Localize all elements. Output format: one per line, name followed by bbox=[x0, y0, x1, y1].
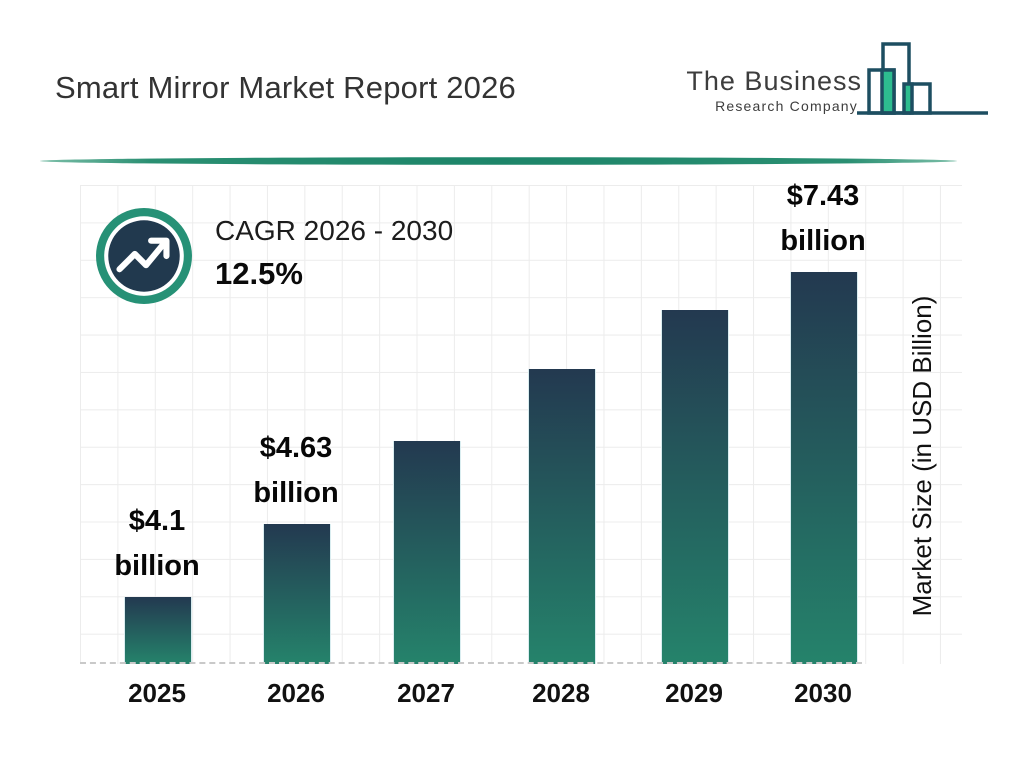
logo-company-subtitle: Research Company bbox=[715, 98, 858, 114]
x-axis-labels: 2025 2026 2027 2028 2029 2030 bbox=[80, 663, 962, 713]
x-tick-label-2028: 2028 bbox=[532, 678, 590, 708]
bar-value-label-2025: $4.1 billion bbox=[114, 505, 200, 582]
cagr-value: 12.5% bbox=[215, 256, 303, 291]
x-axis-baseline bbox=[80, 662, 862, 664]
company-logo: The Business Research Company bbox=[686, 38, 990, 130]
bar-value-label-2030: $7.43 billion bbox=[780, 180, 866, 257]
divider-line bbox=[40, 157, 957, 165]
bars-layer: $4.1 billion $4.63 billion $7.43 billion bbox=[80, 180, 962, 664]
bar-value-label-2026: $4.63 billion bbox=[253, 432, 339, 509]
cagr-label: CAGR 2026 - 2030 bbox=[215, 215, 454, 246]
logo-company-name: The Business bbox=[686, 66, 862, 96]
cagr-texts: CAGR 2026 - 2030 12.5% bbox=[215, 207, 453, 292]
x-tick-label-2029: 2029 bbox=[665, 678, 723, 708]
x-tick-label-2025: 2025 bbox=[128, 678, 186, 708]
bar-2029 bbox=[661, 310, 729, 664]
bar-2025 bbox=[124, 597, 192, 664]
chart-plot-area: $4.1 billion $4.63 billion $7.43 billion bbox=[80, 180, 962, 664]
x-tick-label-2026: 2026 bbox=[267, 678, 325, 708]
bar-2030 bbox=[790, 272, 858, 664]
x-tick-label-2030: 2030 bbox=[794, 678, 852, 708]
bar-2027 bbox=[393, 441, 461, 664]
trending-up-icon bbox=[96, 208, 192, 304]
bar-2026 bbox=[263, 524, 331, 664]
logo-text: The Business Research Company bbox=[686, 66, 862, 114]
x-tick-label-2027: 2027 bbox=[397, 678, 455, 708]
cagr-callout: CAGR 2026 - 2030 12.5% bbox=[95, 207, 453, 305]
bar-2028 bbox=[528, 369, 596, 664]
page-title: Smart Mirror Market Report 2026 bbox=[55, 70, 516, 105]
y-axis-title: Market Size (in USD Billion) bbox=[907, 295, 937, 617]
logo-bar-chart-icon bbox=[857, 42, 988, 115]
